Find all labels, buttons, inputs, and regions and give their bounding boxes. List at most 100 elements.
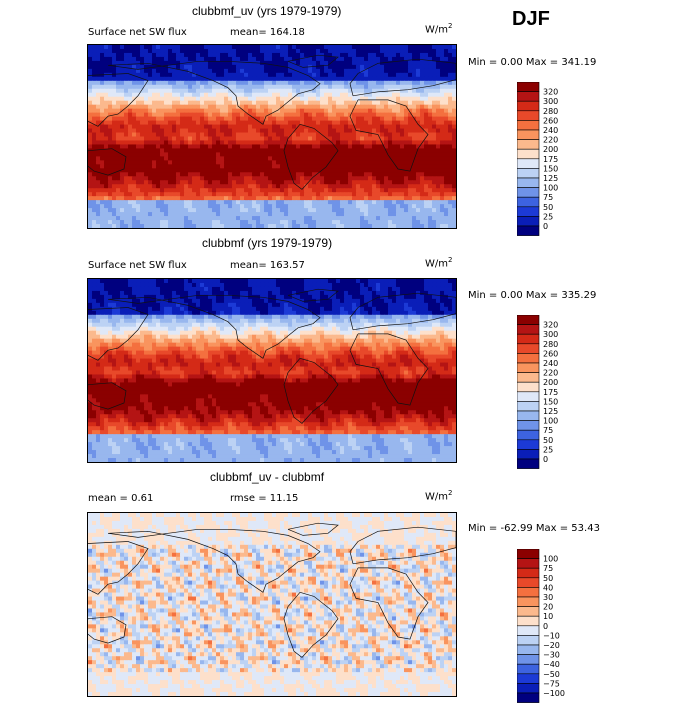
map-cell [96, 60, 101, 66]
map-cell [388, 140, 393, 146]
map-cell [108, 180, 113, 185]
map-cell [136, 298, 141, 304]
map-cell [148, 290, 153, 296]
map-cell [292, 160, 297, 165]
map-cell [140, 172, 145, 177]
map-cell [120, 140, 125, 146]
map-cell [416, 156, 421, 161]
map-cell [132, 64, 137, 70]
map-cell [224, 64, 229, 70]
map-cell [384, 76, 389, 82]
map-cell [176, 294, 181, 300]
map-cell [276, 294, 281, 300]
map-cell [384, 124, 389, 130]
map-cell [424, 196, 429, 201]
map-cell [400, 294, 405, 300]
map-cell [236, 282, 241, 288]
map-cell [448, 152, 453, 157]
map-cell [452, 216, 456, 221]
map-cell [276, 148, 281, 154]
map-cell [284, 294, 289, 300]
map-cell [160, 164, 165, 169]
map-cell [400, 200, 405, 205]
map-cell [312, 136, 317, 142]
map-cell [368, 104, 373, 110]
map-cell [196, 96, 201, 102]
map-cell [408, 164, 413, 169]
map-cell [280, 168, 285, 173]
map-cell [120, 52, 125, 58]
map-cell [240, 144, 245, 150]
map-cell [108, 279, 113, 284]
colorbar-swatch [516, 177, 540, 188]
map-cell [408, 176, 413, 181]
map-cell [124, 156, 129, 161]
map-cell [300, 176, 305, 181]
map-cell [428, 152, 433, 157]
map-cell [396, 168, 401, 173]
map-cell [432, 64, 437, 70]
map-cell [212, 104, 217, 110]
map-cell [136, 76, 141, 82]
map-cell [160, 144, 165, 150]
map-cell [132, 72, 137, 78]
map-cell [440, 212, 445, 217]
map-cell [428, 104, 433, 110]
map-cell [376, 104, 381, 110]
map-cell [416, 116, 421, 122]
map-cell [148, 220, 153, 225]
map-cell [332, 68, 337, 74]
map-cell [240, 302, 245, 308]
map-cell [408, 96, 413, 102]
map-cell [148, 72, 153, 78]
map-cell [444, 279, 449, 284]
map-cell [164, 76, 169, 82]
map-cell [240, 92, 245, 98]
map-cell [264, 180, 269, 185]
panel1-colorbar: 320 300 280 260 240 220 200 175 150 125 100 75 50 25 0 [516, 81, 577, 248]
map-cell [424, 96, 429, 102]
map-cell [448, 45, 453, 50]
map-cell [192, 56, 197, 62]
map-cell [220, 212, 225, 217]
map-cell [296, 68, 301, 74]
map-cell [188, 80, 193, 86]
map-cell [324, 96, 329, 102]
map-cell [288, 140, 293, 146]
map-cell [100, 204, 105, 209]
map-cell [336, 64, 341, 70]
map-cell [116, 104, 121, 110]
map-cell [344, 208, 349, 213]
map-cell [436, 45, 441, 50]
map-cell [436, 168, 441, 173]
map-cell [388, 116, 393, 122]
map-cell [232, 172, 237, 177]
map-cell [412, 132, 417, 138]
map-cell [180, 96, 185, 102]
map-cell [124, 52, 129, 58]
map-cell [248, 144, 253, 150]
map-cell [376, 168, 381, 173]
map-cell [328, 160, 333, 165]
map-cell [396, 160, 401, 165]
map-cell [364, 60, 369, 66]
map-cell [188, 192, 193, 197]
map-cell [260, 156, 265, 161]
map-cell [236, 220, 241, 225]
map-cell [248, 212, 253, 217]
map-cell [360, 192, 365, 197]
map-cell [136, 45, 141, 50]
map-cell [228, 188, 233, 193]
map-cell [420, 290, 425, 296]
map-cell [288, 216, 293, 221]
map-cell [120, 60, 125, 66]
map-cell [232, 112, 237, 118]
map-cell [140, 298, 145, 304]
map-cell [168, 282, 173, 288]
map-cell [276, 48, 281, 54]
map-cell [120, 184, 125, 189]
colorbar-swatch [516, 100, 540, 112]
map-cell [372, 212, 377, 217]
map-cell [172, 112, 177, 118]
map-cell [364, 208, 369, 213]
